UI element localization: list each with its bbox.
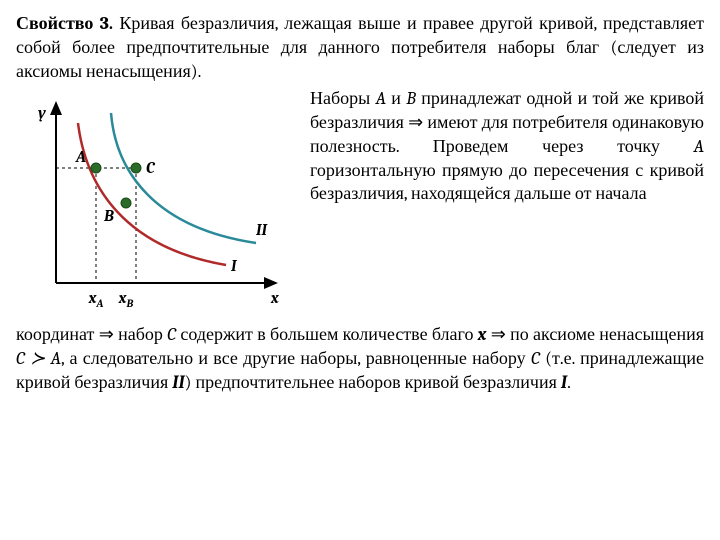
svg-text:C: C <box>146 159 156 177</box>
svg-text:II: II <box>255 221 269 239</box>
t: . <box>567 372 571 393</box>
svg-text:A: A <box>75 148 86 166</box>
t: , а следовательно и все другие наборы, р… <box>61 348 531 369</box>
content-row: yxABCIIIxAxB Наборы A и B принадлежат од… <box>16 87 704 323</box>
svg-text:x: x <box>270 289 279 307</box>
t: Наборы <box>310 88 376 109</box>
chart-column: yxABCIIIxAxB <box>16 87 306 323</box>
t: горизонтальную прямую до пересечения с к… <box>310 160 704 205</box>
svg-text:B: B <box>103 207 114 225</box>
t: C <box>531 348 540 369</box>
t: ⇒ по аксиоме ненасыщения <box>486 324 704 345</box>
para1-text: Кривая безразличия, лежащая выше и праве… <box>16 13 704 82</box>
svg-text:y: y <box>37 104 46 122</box>
bottom-paragraph: координат ⇒ набор C содержит в большем к… <box>16 323 704 394</box>
t: A <box>694 136 704 157</box>
svg-text:xB: xB <box>118 289 134 310</box>
t: ) предпочтительнее наборов кривой безраз… <box>185 372 561 393</box>
svg-text:xA: xA <box>88 289 104 310</box>
t: координат ⇒ набор <box>16 324 167 345</box>
t: A <box>376 88 386 109</box>
side-text: Наборы A и B принадлежат одной и той же … <box>306 87 704 206</box>
t: B <box>406 88 416 109</box>
indifference-chart: yxABCIIIxAxB <box>16 93 296 323</box>
svg-text:I: I <box>230 257 238 275</box>
t: и <box>386 88 406 109</box>
property-heading: Свойство 3. <box>16 13 113 34</box>
t: II <box>172 372 184 393</box>
t: содержит в большем количестве благо <box>176 324 478 345</box>
t: C ≻ A <box>16 348 61 369</box>
property-paragraph: Свойство 3. Кривая безразличия, лежащая … <box>16 12 704 83</box>
t: C <box>167 324 176 345</box>
